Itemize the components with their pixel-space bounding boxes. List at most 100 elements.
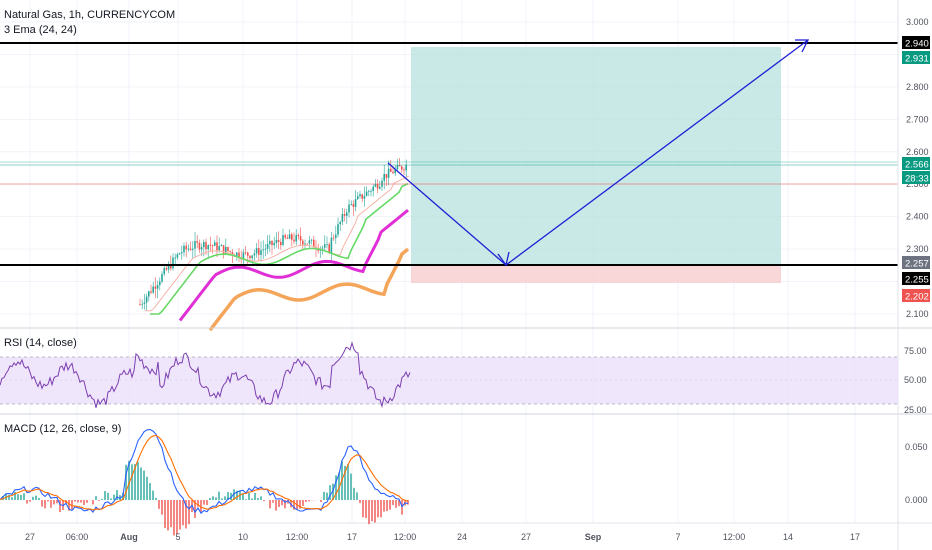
macd-histogram-bar [320, 500, 322, 503]
macd-histogram-bar [398, 500, 400, 507]
macd-histogram-bar [80, 500, 82, 503]
candle-body [304, 243, 306, 245]
candle-body [288, 234, 291, 239]
candle-body [403, 169, 405, 171]
macd-histogram-bar [113, 494, 115, 500]
price-badge [902, 256, 930, 269]
candle-body [236, 252, 238, 257]
price-badge-label: 2.931 [905, 54, 929, 65]
arrow-head-down [497, 251, 510, 267]
macd-histogram-bar [335, 475, 337, 500]
projection-arrow[interactable] [387, 39, 810, 267]
price-tick-label: 2.700 [906, 114, 929, 124]
price-badge-label: 2.940 [905, 39, 929, 50]
macd-histogram-bar [236, 490, 238, 500]
rsi-tick-label: 25.00 [904, 405, 927, 415]
candle-body [159, 281, 161, 286]
macd-histogram-bar [254, 493, 256, 500]
macd-histogram-bar [263, 500, 265, 502]
macd-histogram-bar [359, 500, 361, 504]
candle-body [218, 246, 220, 251]
candle-body [198, 242, 201, 250]
candle-body [181, 252, 183, 254]
macd-histogram-bar [119, 495, 121, 500]
candle-body [313, 239, 315, 248]
rsi-path [0, 341, 411, 409]
macd-histogram-bar [287, 500, 289, 504]
candle-body [271, 240, 273, 246]
ema-indicator-label[interactable]: 3 Ema (24, 24) [4, 24, 77, 36]
macd-histogram-bar [389, 500, 391, 510]
candle-body [328, 244, 330, 253]
candle-body [324, 244, 326, 248]
macd-axis: 0.050 0.000 [905, 442, 928, 505]
candle-body [363, 195, 366, 199]
time-axis[interactable]: 27 06:00 Aug 5 10 12:00 17 12:00 24 27 Sep 7 12:00 14… [25, 532, 860, 542]
macd-histogram-bar [149, 483, 151, 500]
time-tick-label: 5 [175, 532, 180, 542]
candle-body [231, 251, 234, 256]
candle-body [379, 186, 381, 189]
macd-histogram-bar [407, 500, 409, 505]
macd-histogram-bar [98, 500, 100, 501]
price-badge [902, 272, 930, 285]
time-tick-label: Aug [120, 532, 138, 542]
candle-body [260, 250, 262, 255]
macd-histogram-bar [116, 490, 118, 500]
macd-histogram-bar [68, 500, 70, 511]
candle-body [220, 245, 223, 247]
rsi-label[interactable]: RSI (14, close) [4, 337, 77, 349]
macd-histogram-bar [365, 500, 367, 519]
candle-body [154, 286, 157, 289]
time-tick-label: 10 [238, 532, 248, 542]
candle-body [284, 235, 286, 238]
macd-histogram-bar [227, 492, 229, 500]
candle-body [326, 244, 328, 245]
macd-histogram-bar [110, 498, 112, 500]
candle-body [214, 242, 216, 246]
candle-body [141, 303, 143, 305]
candle-body [282, 235, 284, 246]
candle-body [200, 247, 203, 250]
time-tick-label: Sep [585, 532, 602, 542]
macd-label[interactable]: MACD (12, 26, close, 9) [4, 423, 121, 435]
price-badge [902, 36, 930, 49]
price-badges: 2.940 2.931 2.566 28:33 2.257 2.255 2.202 [902, 36, 930, 303]
candle-body [361, 194, 363, 199]
time-tick-label: 12:00 [723, 532, 746, 542]
macd-histogram-bar [350, 473, 352, 500]
time-tick-label: 27 [521, 532, 531, 542]
macd-histogram-bar [383, 500, 385, 512]
macd-histogram-bar [200, 500, 202, 513]
candle-body [187, 248, 190, 250]
macd-histogram-bar [32, 496, 34, 500]
macd-tick-label: 0.000 [905, 495, 928, 505]
macd-histogram-bar [161, 500, 163, 515]
candle-body [368, 191, 370, 193]
macd-histogram-bar [173, 500, 175, 536]
candle-body [227, 247, 229, 252]
candle-body [335, 234, 337, 238]
candle-body [161, 274, 163, 282]
macd-histogram-bar [188, 500, 190, 525]
macd-histogram-bar [218, 491, 220, 500]
candle-body [383, 174, 385, 181]
macd-histogram-bar [176, 500, 178, 535]
candle-body [401, 166, 403, 170]
macd-histogram-bar [56, 500, 58, 504]
price-tick-label: 2.600 [906, 147, 929, 157]
macd-histogram-bar [74, 500, 76, 502]
macd-histogram-bar [8, 494, 10, 500]
candle-body [286, 237, 289, 239]
time-tick-label: 14 [783, 532, 793, 542]
candle-body [308, 240, 311, 244]
price-tick-label: 2.800 [906, 82, 929, 92]
price-badge [902, 289, 930, 302]
macd-histogram-bar [275, 500, 277, 511]
macd-histogram-bar [347, 464, 349, 500]
macd-histogram-bar [155, 497, 157, 500]
macd-histogram-bar [353, 487, 355, 500]
candle-body [167, 264, 170, 270]
macd-histogram-bar [101, 498, 103, 500]
